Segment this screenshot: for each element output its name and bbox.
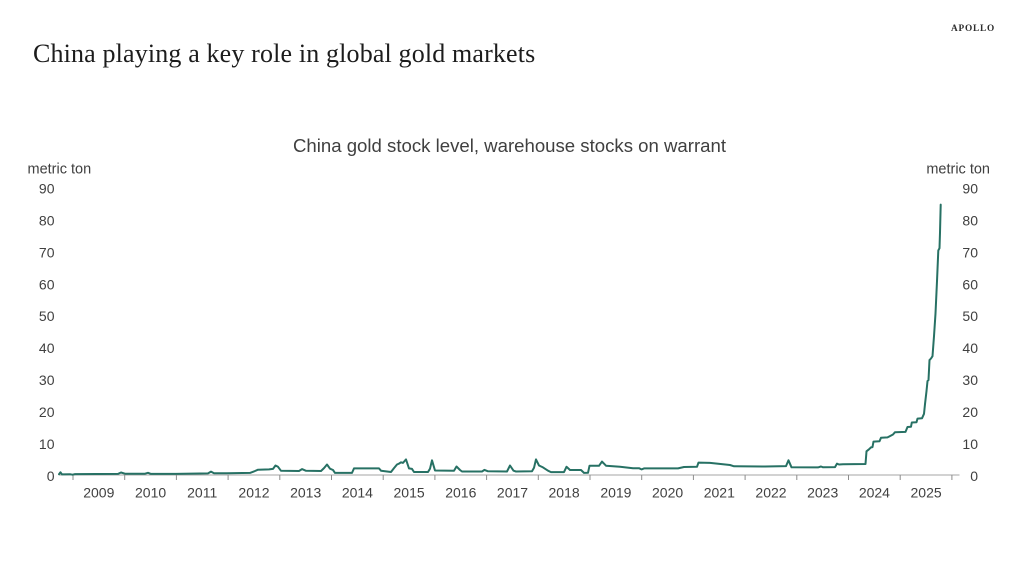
svg-text:2010: 2010 <box>135 485 166 501</box>
svg-text:40: 40 <box>962 340 978 356</box>
svg-text:2017: 2017 <box>497 485 528 501</box>
svg-text:2011: 2011 <box>187 485 217 501</box>
svg-text:70: 70 <box>962 244 978 260</box>
svg-text:80: 80 <box>962 212 978 228</box>
svg-text:10: 10 <box>962 436 978 452</box>
svg-text:2019: 2019 <box>600 485 631 501</box>
svg-text:90: 90 <box>39 180 55 196</box>
svg-text:metric ton: metric ton <box>28 162 92 178</box>
svg-text:2022: 2022 <box>755 485 786 501</box>
svg-text:2015: 2015 <box>394 485 425 501</box>
svg-text:20: 20 <box>39 404 55 420</box>
svg-text:20: 20 <box>962 404 978 420</box>
svg-text:50: 50 <box>962 308 978 324</box>
svg-text:70: 70 <box>39 244 55 260</box>
svg-text:50: 50 <box>39 308 55 324</box>
svg-text:2021: 2021 <box>704 485 735 501</box>
svg-text:90: 90 <box>962 180 978 196</box>
svg-text:0: 0 <box>970 468 978 484</box>
svg-text:2013: 2013 <box>290 485 321 501</box>
svg-text:0: 0 <box>47 468 55 484</box>
svg-text:2014: 2014 <box>342 485 373 501</box>
svg-text:2024: 2024 <box>859 485 890 501</box>
svg-text:30: 30 <box>39 372 55 388</box>
svg-text:40: 40 <box>39 340 55 356</box>
svg-text:30: 30 <box>962 372 978 388</box>
svg-text:60: 60 <box>39 276 55 292</box>
svg-text:2025: 2025 <box>911 485 942 501</box>
svg-text:2012: 2012 <box>238 485 269 501</box>
svg-text:2009: 2009 <box>83 485 114 501</box>
svg-text:80: 80 <box>39 212 55 228</box>
svg-text:2023: 2023 <box>807 485 838 501</box>
svg-text:metric ton: metric ton <box>926 162 990 178</box>
svg-text:60: 60 <box>962 276 978 292</box>
svg-text:2018: 2018 <box>549 485 580 501</box>
svg-text:2020: 2020 <box>652 485 683 501</box>
svg-text:2016: 2016 <box>445 485 476 501</box>
svg-text:10: 10 <box>39 436 55 452</box>
svg-text:China gold stock level, wareho: China gold stock level, warehouse stocks… <box>293 135 727 156</box>
